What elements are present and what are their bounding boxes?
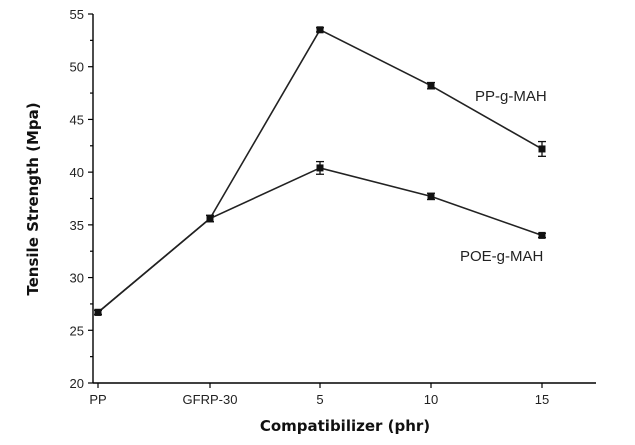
data-point-pp-g-mah (538, 145, 546, 153)
x-tick-label: 15 (535, 392, 549, 407)
y-tick-label: 50 (70, 60, 84, 75)
x-tick-label: 5 (316, 392, 323, 407)
data-point-poe-g-mah (316, 164, 324, 172)
y-axis-title: Tensile Strength (Mpa) (24, 102, 42, 295)
y-tick-label: 35 (70, 218, 84, 233)
axes (92, 14, 596, 384)
x-tick-label: 10 (424, 392, 438, 407)
data-point-poe-g-mah (538, 231, 546, 239)
series-label-pp-g-mah: PP-g-MAH (475, 88, 547, 105)
x-ticks: PP GFRP-30 5 10 15 (89, 383, 549, 407)
x-tick-label: GFRP-30 (183, 392, 238, 407)
y-tick-label: 55 (70, 7, 84, 22)
y-tick-label: 45 (70, 112, 84, 127)
y-tick-label: 25 (70, 323, 84, 338)
y-tick-label: 40 (70, 165, 84, 180)
y-ticks: 20 25 30 35 40 45 50 55 (70, 7, 93, 391)
y-tick-label: 20 (70, 376, 84, 391)
data-point-poe-g-mah (206, 215, 214, 223)
series-line-poe-g-mah (97, 167, 543, 313)
series-label-poe-g-mah: POE-g-MAH (460, 248, 543, 265)
data-point-poe-g-mah (427, 192, 435, 200)
data-point-poe-g-mah (94, 308, 102, 316)
data-series (94, 26, 546, 316)
x-axis-title: Compatibilizer (phr) (260, 417, 430, 435)
data-point-pp-g-mah (316, 26, 324, 34)
data-point-pp-g-mah (427, 82, 435, 90)
x-tick-label: PP (89, 392, 106, 407)
y-tick-label: 30 (70, 271, 84, 286)
